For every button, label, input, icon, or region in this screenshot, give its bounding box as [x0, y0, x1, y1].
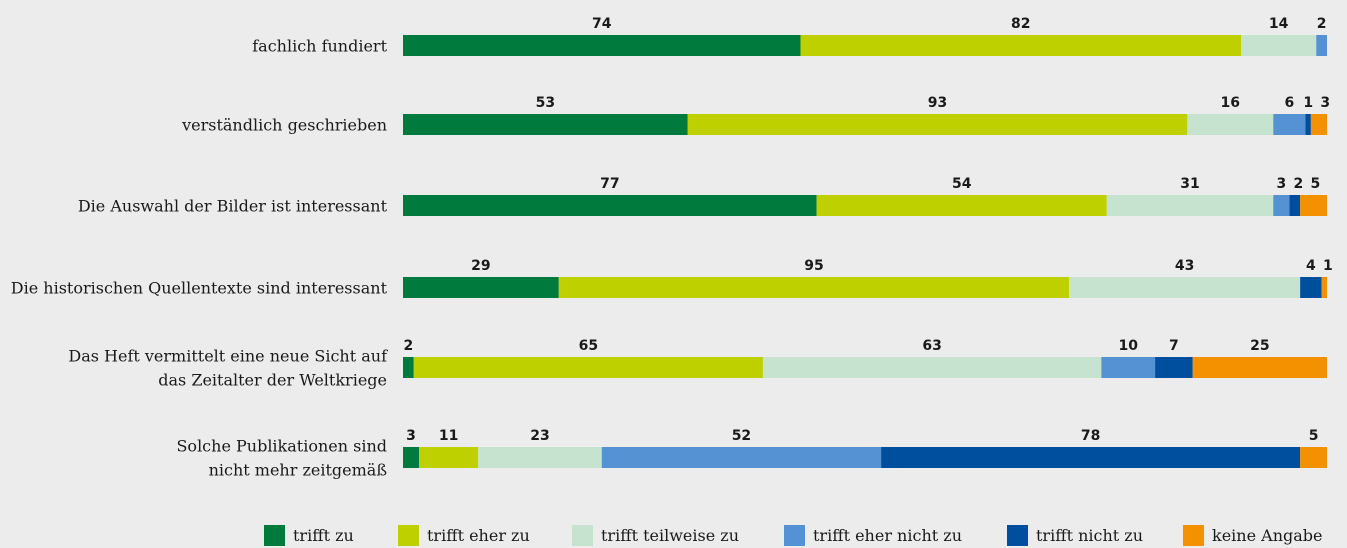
bar-segment-keine-angabe-row-2 — [1310, 114, 1327, 135]
bar-segment-trifft-eher-zu-row-5 — [413, 357, 763, 378]
category-label-3: Die Auswahl der Bilder ist interessant — [78, 197, 388, 216]
value-label-trifft-eher-zu-row-1: 82 — [1011, 16, 1030, 32]
legend-label-trifft-teilweise-zu: trifft teilweise zu — [601, 525, 739, 545]
bar-segment-trifft-nicht-zu-row-5 — [1155, 357, 1193, 378]
value-label-trifft-teilweise-zu-row-3: 31 — [1180, 176, 1199, 192]
value-label-keine-angabe-row-3: 5 — [1310, 176, 1320, 192]
value-label-trifft-teilweise-zu-row-6: 23 — [530, 428, 549, 444]
value-label-trifft-zu-row-2: 53 — [536, 95, 555, 111]
bar-segment-trifft-nicht-zu-row-6 — [881, 447, 1301, 468]
value-label-trifft-eher-nicht-zu-row-1: 2 — [1317, 16, 1327, 32]
bar-segment-keine-angabe-row-6 — [1300, 447, 1327, 468]
bar-segment-trifft-teilweise-zu-row-4 — [1069, 277, 1301, 298]
legend-label-trifft-eher-nicht-zu: trifft eher nicht zu — [813, 525, 962, 545]
value-label-trifft-nicht-zu-row-6: 78 — [1081, 428, 1100, 444]
bar-segment-trifft-zu-row-4 — [403, 277, 559, 298]
bar-segment-trifft-zu-row-5 — [403, 357, 414, 378]
category-label-5-line-2: das Zeitalter der Weltkriege — [158, 371, 387, 390]
value-label-trifft-teilweise-zu-row-2: 16 — [1221, 95, 1240, 111]
value-label-trifft-nicht-zu-row-2: 1 — [1303, 95, 1313, 111]
bar-segment-trifft-nicht-zu-row-2 — [1305, 114, 1311, 135]
category-label-6-line-1: Solche Publikationen sind — [176, 437, 387, 456]
legend-item-trifft-zu: trifft zu — [264, 522, 354, 548]
category-label-5-line-1: Das Heft vermittelt eine neue Sicht auf — [68, 347, 388, 366]
bar-segment-trifft-nicht-zu-row-4 — [1300, 277, 1322, 298]
bar-segment-trifft-teilweise-zu-row-1 — [1241, 35, 1317, 56]
bar-segment-trifft-eher-nicht-zu-row-5 — [1101, 357, 1156, 378]
value-label-trifft-eher-zu-row-2: 93 — [928, 95, 947, 111]
legend-label-trifft-nicht-zu: trifft nicht zu — [1036, 525, 1144, 545]
bar-segment-trifft-eher-nicht-zu-row-6 — [601, 447, 882, 468]
value-label-trifft-nicht-zu-row-3: 2 — [1293, 176, 1303, 192]
bar-segment-trifft-zu-row-1 — [403, 35, 801, 56]
bar-segment-trifft-eher-nicht-zu-row-3 — [1273, 195, 1290, 216]
value-label-trifft-teilweise-zu-row-5: 63 — [922, 338, 941, 354]
bar-segment-trifft-teilweise-zu-row-5 — [762, 357, 1102, 378]
bar-segment-trifft-teilweise-zu-row-6 — [478, 447, 602, 468]
value-label-trifft-nicht-zu-row-5: 7 — [1169, 338, 1179, 354]
bar-segment-trifft-zu-row-2 — [403, 114, 688, 135]
bar-segment-trifft-eher-zu-row-2 — [687, 114, 1188, 135]
bar-segment-trifft-teilweise-zu-row-2 — [1187, 114, 1274, 135]
bar-segment-keine-angabe-row-4 — [1321, 277, 1327, 298]
value-label-trifft-teilweise-zu-row-4: 43 — [1175, 258, 1194, 274]
legend-swatch-trifft-eher-zu — [398, 524, 419, 546]
category-label-2: verständlich geschrieben — [181, 116, 387, 135]
value-label-trifft-eher-nicht-zu-row-2: 6 — [1285, 95, 1295, 111]
value-label-keine-angabe-row-4: 1 — [1323, 258, 1333, 274]
legend-label-trifft-eher-zu: trifft eher zu — [427, 525, 530, 545]
value-label-trifft-zu-row-3: 77 — [600, 176, 619, 192]
bar-segment-trifft-eher-zu-row-4 — [558, 277, 1070, 298]
bar-segment-trifft-eher-nicht-zu-row-2 — [1273, 114, 1306, 135]
category-label-4: Die historischen Quellentexte sind inter… — [11, 279, 388, 298]
legend-swatch-trifft-eher-nicht-zu — [784, 524, 805, 546]
chart-legend: trifft zu trifft eher zu trifft teilweise … — [0, 522, 1347, 548]
value-label-keine-angabe-row-6: 5 — [1309, 428, 1319, 444]
value-label-trifft-eher-zu-row-3: 54 — [952, 176, 972, 192]
value-label-trifft-eher-nicht-zu-row-3: 3 — [1276, 176, 1286, 192]
bar-segment-trifft-eher-zu-row-6 — [419, 447, 479, 468]
value-label-trifft-teilweise-zu-row-1: 14 — [1269, 16, 1289, 32]
legend-swatch-trifft-zu — [264, 524, 285, 546]
value-label-keine-angabe-row-2: 3 — [1320, 95, 1330, 111]
bar-segment-trifft-eher-zu-row-3 — [816, 195, 1107, 216]
value-label-trifft-zu-row-5: 2 — [403, 338, 413, 354]
category-label-1: fachlich fundiert — [252, 37, 387, 56]
bar-segment-keine-angabe-row-5 — [1192, 357, 1327, 378]
value-label-trifft-zu-row-6: 3 — [406, 428, 416, 444]
value-label-trifft-eher-nicht-zu-row-6: 52 — [732, 428, 751, 444]
legend-item-trifft-nicht-zu: trifft nicht zu — [1007, 522, 1143, 548]
value-label-trifft-zu-row-1: 74 — [592, 16, 612, 32]
legend-item-trifft-teilweise-zu: trifft teilweise zu — [572, 522, 739, 548]
legend-label-keine-angabe: keine Angabe — [1212, 525, 1323, 545]
value-label-trifft-zu-row-4: 29 — [471, 258, 490, 274]
value-label-trifft-eher-nicht-zu-row-5: 10 — [1118, 338, 1138, 354]
legend-label-trifft-zu: trifft zu — [293, 525, 354, 545]
bar-segment-keine-angabe-row-3 — [1300, 195, 1327, 216]
bar-segment-trifft-eher-nicht-zu-row-1 — [1316, 35, 1327, 56]
legend-swatch-keine-angabe — [1183, 524, 1204, 546]
value-label-trifft-eher-zu-row-5: 65 — [579, 338, 598, 354]
legend-item-keine-angabe: keine Angabe — [1183, 522, 1323, 548]
legend-swatch-trifft-nicht-zu — [1007, 524, 1028, 546]
bar-segment-trifft-zu-row-6 — [403, 447, 420, 468]
legend-swatch-trifft-teilweise-zu — [572, 524, 593, 546]
value-label-keine-angabe-row-5: 25 — [1250, 338, 1269, 354]
bar-segment-trifft-teilweise-zu-row-3 — [1106, 195, 1274, 216]
bar-segment-trifft-nicht-zu-row-3 — [1289, 195, 1301, 216]
legend-item-trifft-eher-zu: trifft eher zu — [398, 522, 530, 548]
category-label-6-line-2: nicht mehr zeitgemäß — [209, 461, 387, 480]
bar-segment-trifft-zu-row-3 — [403, 195, 817, 216]
bar-segment-trifft-eher-zu-row-1 — [800, 35, 1242, 56]
legend-item-trifft-eher-nicht-zu: trifft eher nicht zu — [784, 522, 962, 548]
value-label-trifft-eher-zu-row-4: 95 — [804, 258, 823, 274]
value-label-trifft-eher-zu-row-6: 11 — [439, 428, 458, 444]
value-label-trifft-nicht-zu-row-4: 4 — [1306, 258, 1316, 274]
